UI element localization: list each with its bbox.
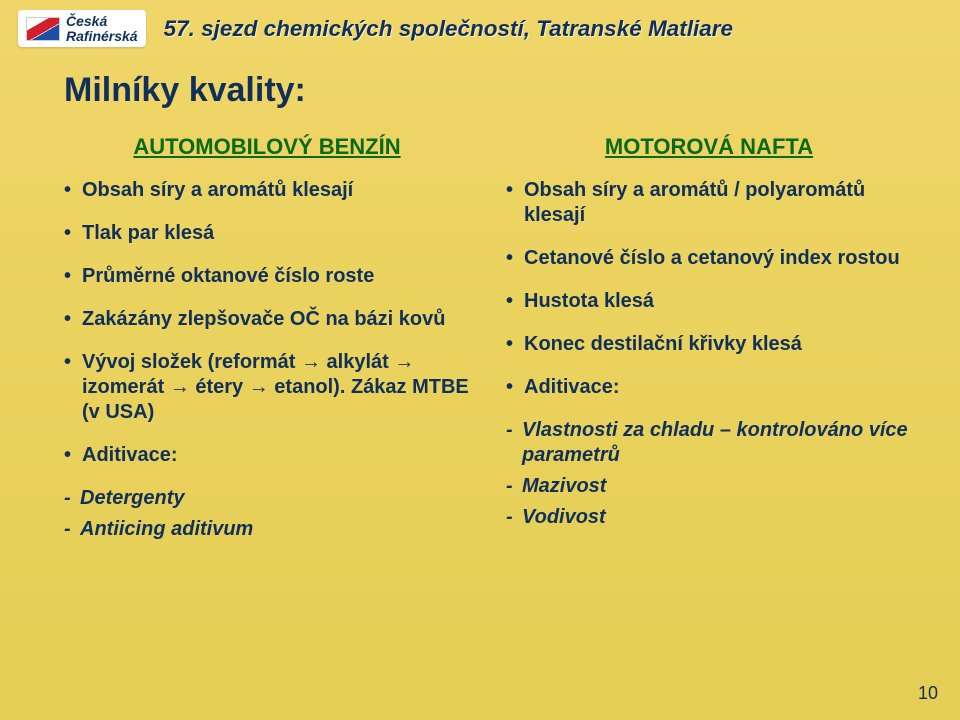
list-item: Cetanové číslo a cetanový index rostou	[506, 246, 912, 271]
list-item: Zakázány zlepšovače OČ na bázi kovů	[64, 307, 470, 332]
list-item: Konec destilační křivky klesá	[506, 332, 912, 357]
sublist-item: Vodivost	[506, 505, 912, 530]
left-list: Obsah síry a aromátů klesají Tlak par kl…	[64, 178, 470, 468]
columns: AUTOMOBILOVÝ BENZÍN Obsah síry a aromátů…	[64, 134, 912, 548]
company-logo: Česká Rafinérská	[18, 10, 146, 47]
list-item: Hustota klesá	[506, 289, 912, 314]
page-number: 10	[918, 683, 938, 704]
logo-line2: Rafinérská	[66, 29, 138, 44]
list-item: Obsah síry a aromátů / polyaromátů klesa…	[506, 178, 912, 228]
slide: Česká Rafinérská 57. sjezd chemických sp…	[0, 0, 960, 720]
list-item: Průměrné oktanové číslo roste	[64, 264, 470, 289]
right-list: Obsah síry a aromátů / polyaromátů klesa…	[506, 178, 912, 400]
logo-text: Česká Rafinérská	[66, 14, 138, 43]
slide-header: Česká Rafinérská 57. sjezd chemických sp…	[0, 0, 960, 47]
list-item: Aditivace:	[64, 443, 470, 468]
right-sublist: Vlastnosti za chladu – kontrolováno více…	[506, 418, 912, 530]
left-sublist: Detergenty Antiicing aditivum	[64, 486, 470, 542]
sublist-item: Detergenty	[64, 486, 470, 511]
slide-body: Milníky kvality: AUTOMOBILOVÝ BENZÍN Obs…	[0, 47, 960, 548]
right-heading: MOTOROVÁ NAFTA	[506, 134, 912, 160]
right-column: MOTOROVÁ NAFTA Obsah síry a aromátů / po…	[506, 134, 912, 548]
list-item-label: Aditivace:	[82, 444, 178, 466]
list-item: Aditivace:	[506, 375, 912, 400]
logo-line1: Česká	[66, 14, 138, 29]
sublist-item: Vlastnosti za chladu – kontrolováno více…	[506, 418, 912, 468]
left-column: AUTOMOBILOVÝ BENZÍN Obsah síry a aromátů…	[64, 134, 470, 548]
sublist-item: Antiicing aditivum	[64, 517, 470, 542]
list-item-label: Aditivace:	[524, 376, 620, 398]
sublist-item: Mazivost	[506, 474, 912, 499]
conference-title: 57. sjezd chemických společností, Tatran…	[164, 16, 942, 42]
list-item: Tlak par klesá	[64, 221, 470, 246]
list-item: Obsah síry a aromátů klesají	[64, 178, 470, 203]
slide-title: Milníky kvality:	[64, 71, 912, 110]
list-item: Vývoj složek (reformát → alkylát → izome…	[64, 350, 470, 425]
flag-icon	[26, 17, 60, 41]
left-heading: AUTOMOBILOVÝ BENZÍN	[64, 134, 470, 160]
